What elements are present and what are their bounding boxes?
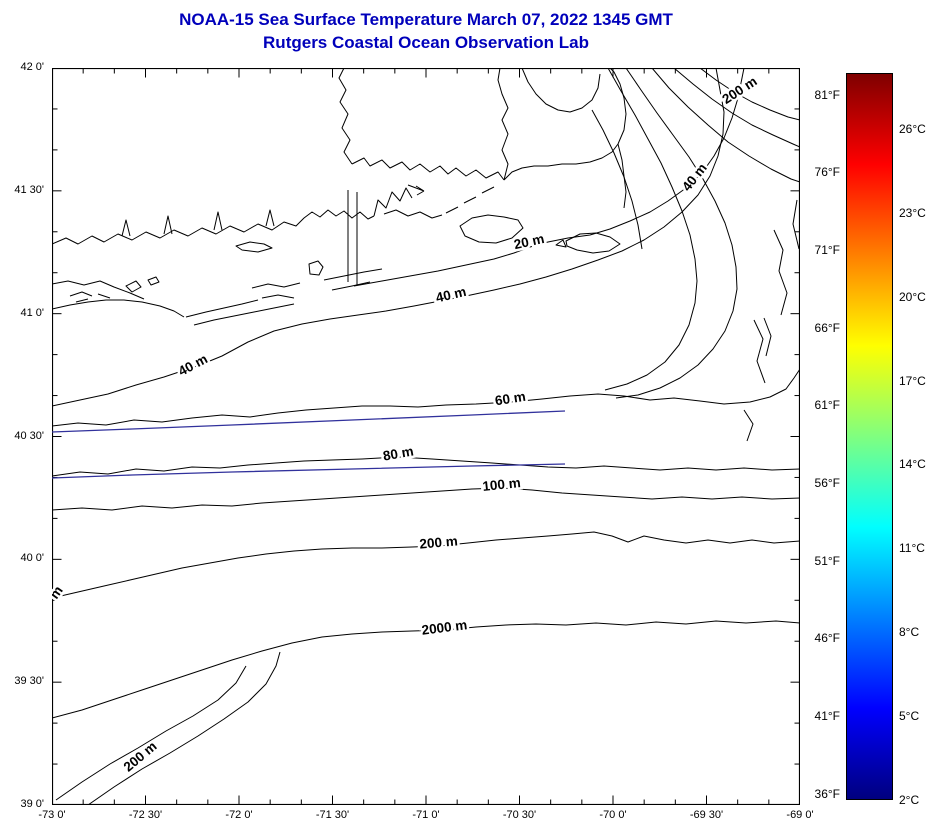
colorbar-f-label: 61°F: [814, 398, 840, 413]
marthas-vineyard: [460, 215, 523, 243]
cape-cod-bay-shore: [522, 68, 600, 112]
contour-60m: [52, 369, 800, 426]
colorbar-c-label: 2°C: [899, 793, 920, 807]
colorbar-f-label: 81°F: [814, 87, 840, 102]
hudson-canyon-contours: [56, 652, 280, 805]
colorbar-f-label: 71°F: [814, 243, 840, 258]
y-axis-label: 40 0': [20, 552, 44, 565]
contour-80m: [52, 457, 800, 476]
peconic-bay: [70, 292, 110, 302]
x-axis-label: -69 0': [786, 809, 814, 821]
long-island-north-fork: [52, 277, 159, 299]
contour-label: 60 m: [494, 389, 527, 409]
y-axis: 42 0' 41 30' 41 0' 40 30' 40 0' 39 30' 39 0': [0, 61, 48, 810]
nantucket-shoals-contour-3: [592, 110, 642, 249]
contour-label: 40 m: [679, 160, 710, 193]
contour-label: 80 m: [382, 444, 415, 464]
y-axis-label: 41 0': [20, 306, 44, 319]
colorbar-fahrenheit-scale: 81°F 76°F 71°F 66°F 61°F 56°F 51°F 46°F 41°F 36°F: [766, 73, 840, 801]
sst-map: 200 m 40 m 20 m 40 m 40 m 60 m 80 m 100 m 200 m 2…: [52, 68, 800, 805]
georges-bank-contour-3: [652, 68, 800, 182]
river-inlets: [122, 210, 274, 236]
colorbar-c-label: 5°C: [899, 709, 920, 724]
contour-200m: [52, 532, 800, 598]
y-axis-label: 42 0': [20, 61, 44, 73]
long-island-south-fork: [52, 300, 184, 317]
x-axis-label: -71 0': [412, 809, 440, 821]
contour-label: m: [52, 583, 66, 601]
colorbar-c-label: 20°C: [899, 289, 926, 304]
contour-label: 100 m: [482, 475, 522, 494]
data-artifact-lines: [348, 190, 357, 285]
contour-label: 40 m: [434, 284, 467, 306]
y-axis-label: 39 0': [20, 798, 44, 810]
contour-label: 2000 m: [421, 617, 468, 637]
georges-bank-contour-2: [674, 68, 800, 147]
colorbar-c-label: 11°C: [899, 541, 925, 556]
colorbar-c-label: 23°C: [899, 205, 926, 220]
contour-100m: [52, 488, 800, 510]
nantucket: [556, 233, 620, 253]
x-axis-label: -72 30': [128, 809, 163, 821]
shelf-edge-wiggles: [744, 200, 799, 441]
colorbar-f-label: 76°F: [814, 165, 840, 180]
y-axis-label: 40 30': [14, 429, 44, 442]
colorbar-f-label: 36°F: [814, 786, 840, 801]
contour-label: 200 m: [719, 74, 759, 107]
x-axis-label: -73 0': [38, 809, 66, 821]
nantucket-shoals-contour-1: [616, 68, 737, 398]
fishers-island: [236, 242, 272, 252]
y-axis-label: 39 30': [14, 675, 44, 688]
colorbar-c-label: 14°C: [899, 457, 926, 472]
x-axis-label: -69 30': [689, 809, 724, 821]
cape-cod-west-shore: [498, 68, 508, 180]
section-lines: [52, 411, 565, 478]
contour-40m: [52, 68, 724, 406]
connecticut-coast: [52, 210, 374, 244]
colorbar-f-label: 41°F: [814, 709, 840, 724]
colorbar: [846, 73, 893, 800]
page-title: NOAA-15 Sea Surface Temperature March 07…: [179, 10, 673, 29]
contour-2000m: [52, 621, 800, 718]
page-subtitle: Rutgers Coastal Ocean Observation Lab: [263, 33, 589, 52]
colorbar-f-label: 51°F: [814, 553, 840, 568]
header: NOAA-15 Sea Surface Temperature March 07…: [0, 8, 852, 54]
colorbar-f-label: 56°F: [814, 476, 840, 491]
contour-label: 40 m: [176, 351, 210, 379]
bathymetry-contours: [52, 68, 800, 805]
monomoy-island: [618, 144, 626, 208]
contour-20m: [354, 68, 744, 286]
georges-bank-contour-1: [700, 68, 800, 120]
x-axis-label: -70 0': [599, 809, 627, 821]
colorbar-c-label: 26°C: [899, 121, 926, 136]
colorbar-c-label: 8°C: [899, 625, 920, 640]
colorbar-celsius-scale: 26°C 23°C 20°C 17°C 14°C 11°C 8°C 5°C 2°C: [899, 73, 928, 807]
cape-cod-south-shore: [504, 144, 618, 180]
y-axis-label: 41 30': [14, 183, 44, 196]
x-axis-label: -72 0': [225, 809, 253, 821]
contour-label: 200 m: [121, 739, 160, 775]
section-line-north: [52, 411, 565, 432]
contour-label: 200 m: [419, 533, 458, 551]
buzzards-bay-shore: [352, 158, 504, 180]
block-island-sound-contours: [186, 269, 382, 325]
colorbar-f-label: 46°F: [814, 631, 840, 646]
section-line-south: [52, 464, 565, 478]
block-island: [309, 261, 323, 275]
coastlines: [52, 68, 626, 325]
rhode-island-coast: [374, 188, 442, 218]
x-axis-label: -71 30': [315, 809, 350, 821]
outer-cape-shore: [610, 68, 626, 144]
massachusetts-coast: [339, 68, 352, 164]
x-axis: -73 0' -72 30' -72 0' -71 30' -71 0' -70 30' -…: [38, 809, 813, 825]
wind-barb-mark: [408, 185, 424, 195]
x-axis-label: -70 30': [502, 809, 537, 821]
nantucket-shoals-contour-2: [605, 68, 697, 390]
colorbar-f-label: 66°F: [814, 320, 840, 335]
elizabeth-islands: [446, 187, 494, 213]
colorbar-c-label: 17°C: [899, 373, 926, 388]
contour-label: 20 m: [512, 231, 545, 252]
contour-labels: 200 m 40 m 20 m 40 m 40 m 60 m 80 m 100 m 200 m 2…: [52, 71, 762, 777]
